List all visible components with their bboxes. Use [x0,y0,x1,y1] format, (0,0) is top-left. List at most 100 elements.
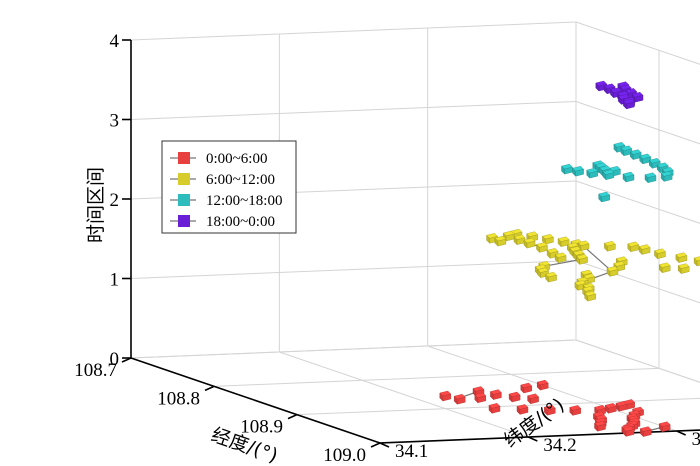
y-axis-line [379,429,700,444]
data-point [439,390,452,402]
point-front [523,385,532,394]
point-front [626,101,635,110]
point-front [618,404,628,412]
data-point [606,266,619,277]
data-point [488,403,501,414]
point-front [625,429,635,437]
legend-label: 0:00~6:00 [206,151,267,167]
tick-marks [121,39,686,448]
point-front [493,392,502,400]
data-point [622,171,635,183]
z-tick-label: 1 [110,270,120,291]
point-front [547,407,556,416]
data-point [622,426,635,437]
data-point [520,382,533,394]
grid-line [575,180,700,224]
point-front [643,429,652,437]
data-point [474,392,487,404]
data-point [675,252,688,264]
data-point [576,254,588,265]
legend-label: 6:00~12:00 [206,172,275,188]
point-front [608,406,617,414]
data-point [586,167,599,179]
data-point [693,256,700,267]
grid-line [130,21,577,41]
data-point [543,404,556,416]
grid-line [575,21,700,65]
data-point [513,234,526,246]
data-point [639,153,652,165]
point-front [511,394,521,403]
data-points [439,80,700,438]
x-tick [287,413,298,420]
data-point [584,290,597,302]
data-point [494,235,507,247]
z-axis-label: 时间区间 [85,167,107,243]
point-front [647,175,657,183]
point-front [587,293,596,302]
point-front [607,243,616,252]
data-point [546,248,559,259]
x-tick [370,442,381,448]
grid-line [130,260,577,279]
point-front [530,396,539,405]
x-tick [204,385,215,392]
data-point [572,165,584,177]
y-tick [528,436,538,442]
point-front [663,174,673,182]
connector-line [582,245,613,272]
data-point [508,391,521,403]
grid-line [130,339,577,359]
point-front [457,396,466,405]
z-tick-label: 2 [110,190,120,211]
data-point [561,163,573,175]
data-point [604,403,617,414]
data-point [631,91,644,103]
data-point [615,401,628,412]
data-point [620,145,633,157]
y-tick [379,442,390,448]
x-tick-label: 108.9 [240,417,283,438]
data-point [654,248,666,260]
grid-line [279,351,529,438]
point-front [526,240,536,249]
point-front [696,260,700,267]
point-front [442,393,451,402]
point-front [641,247,651,255]
point-front [548,274,557,283]
x-tick-label: 108.7 [74,360,117,381]
y-tick-label: 34.2 [543,435,576,456]
point-front [572,408,581,416]
data-point [623,98,635,110]
legend-swatch [178,215,190,227]
point-front [580,243,590,251]
y-tick-label: 34.1 [395,441,428,462]
tick-labels: 108.7108.8108.9109.034.134.234.334.40123… [74,31,700,466]
point-front [477,395,486,404]
legend-label: 12:00~18:00 [206,193,282,209]
data-point [486,233,498,244]
point-front [605,172,615,180]
point-front [681,266,690,274]
z-tick-label: 4 [110,31,120,52]
data-point [627,241,640,253]
point-front [575,168,584,177]
point-front [662,424,671,432]
data-point [545,271,557,283]
point-front [579,257,588,265]
point-front [657,251,666,259]
x-tick-label: 109.0 [323,445,366,466]
point-front [609,269,619,277]
point-front [630,244,639,253]
data-point [542,233,554,245]
data-point [516,404,529,415]
legend-swatch [178,194,190,206]
legend: 0:00~6:00 6:00~12:00 12:00~18:00 18:00~0:00 [161,140,297,234]
point-front [678,255,688,263]
data-point [536,242,548,253]
data-point [523,237,536,249]
point-front [540,382,549,391]
data-point [658,262,671,274]
point-front [634,94,644,103]
